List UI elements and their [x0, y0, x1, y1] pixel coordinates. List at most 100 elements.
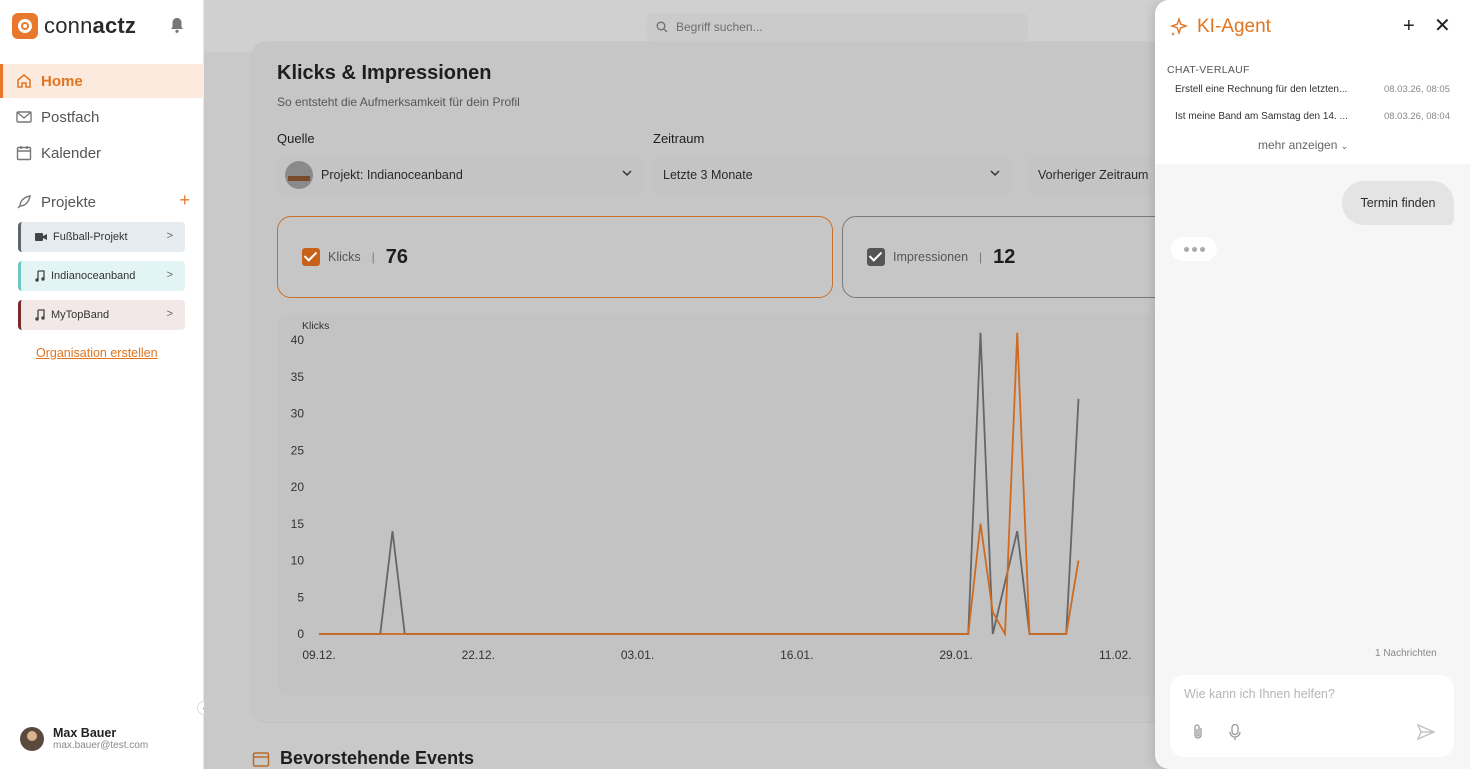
message-count: 1 Nachrichten: [1375, 648, 1437, 659]
chevron-right-icon: >: [166, 269, 173, 281]
music-note-icon: [35, 309, 45, 321]
x-tick-label: 11.02.: [1099, 648, 1131, 662]
project-label: Indianoceanband: [51, 270, 136, 282]
nav-item-postfach[interactable]: Postfach: [0, 100, 204, 134]
panel-header: KI-Agent + ✕ CHAT-VERLAUF Erstell eine R…: [1155, 0, 1470, 164]
create-organisation-link[interactable]: Organisation erstellen: [36, 346, 158, 360]
message-input[interactable]: [1184, 687, 1434, 701]
typing-indicator: [1171, 237, 1217, 261]
history-item[interactable]: Erstell eine Rechnung für den letzten...…: [1175, 84, 1450, 100]
x-tick-label: 03.01.: [621, 648, 654, 662]
add-project-button[interactable]: +: [179, 190, 190, 210]
bell-icon[interactable]: [168, 16, 186, 34]
x-tick-label: 16.01.: [780, 648, 813, 662]
nav-item-label: Home: [41, 72, 83, 90]
project-item-fussball[interactable]: Fußball-Projekt >: [18, 222, 185, 252]
series-line-1: [319, 332, 1080, 638]
close-icon[interactable]: ✕: [1434, 15, 1451, 37]
project-thumbnail: [285, 161, 313, 189]
period-value: Letzte 3 Monate: [663, 168, 753, 182]
projects-header: Projekte +: [15, 190, 190, 212]
nav-item-label: Kalender: [41, 144, 102, 162]
user-message-bubble: Termin finden: [1342, 181, 1454, 225]
logo-text: connactz: [44, 13, 137, 38]
events-header: Bevorstehende Events: [252, 748, 474, 769]
chart-container: Klicks 0 5 10 15 20 25 30 35 40 09.12. 22.12. 03.01.…: [278, 315, 1268, 695]
search-icon: [656, 21, 668, 33]
metric-card-klicks[interactable]: Klicks | 76: [277, 216, 833, 298]
panel-title-text: KI-Agent: [1197, 16, 1271, 37]
new-chat-button[interactable]: +: [1403, 15, 1415, 37]
calendar-icon: [16, 146, 32, 161]
impressionen-checkbox[interactable]: [867, 248, 885, 266]
message-composer: [1170, 675, 1454, 757]
ai-agent-panel: KI-Agent + ✕ CHAT-VERLAUF Erstell eine R…: [1155, 0, 1470, 769]
y-tick-label: 35: [291, 370, 305, 384]
series-line-0: [319, 332, 1080, 635]
attach-icon[interactable]: [1190, 723, 1206, 741]
nav-item-kalender[interactable]: Kalender: [0, 136, 204, 170]
section-title: Klicks & Impressionen: [277, 62, 492, 84]
show-more-button[interactable]: mehr anzeigen ⌄: [1258, 138, 1349, 152]
music-note-icon: [35, 270, 45, 282]
events-title: Bevorstehende Events: [280, 748, 475, 768]
section-subtitle: So entsteht die Aufmerksamkeit für dein …: [277, 95, 520, 109]
video-icon: [35, 233, 47, 241]
history-item[interactable]: Ist meine Band am Samstag den 14. ... 08…: [1175, 111, 1450, 127]
user-email: max.bauer@test.com: [53, 740, 149, 751]
metric-card-impressionen[interactable]: Impressionen | 12: [842, 216, 1242, 298]
x-tick-label: 29.01.: [939, 648, 972, 662]
y-tick-label: 30: [291, 407, 305, 421]
search-bar[interactable]: Begriff suchen...: [646, 13, 1028, 41]
chevron-right-icon: >: [166, 230, 173, 242]
mail-icon: [16, 111, 32, 123]
klicks-checkbox[interactable]: [302, 248, 320, 266]
chevron-right-icon: >: [166, 308, 173, 320]
source-select[interactable]: Projekt: Indianoceanband: [277, 156, 643, 194]
calendar-icon: [252, 751, 270, 767]
user-name: Max Bauer: [53, 726, 117, 740]
history-item-date: 08.03.26, 08:05: [1383, 84, 1450, 95]
y-tick-label: 5: [297, 590, 304, 604]
microphone-icon[interactable]: [1227, 723, 1243, 741]
search-placeholder: Begriff suchen...: [676, 20, 763, 34]
period-label: Zeitraum: [653, 131, 705, 146]
y-axis-label: Klicks: [302, 320, 329, 332]
send-icon[interactable]: [1416, 723, 1436, 741]
y-tick-label: 20: [291, 480, 305, 494]
period-select[interactable]: Letzte 3 Monate: [653, 156, 1011, 194]
y-tick-label: 15: [291, 517, 305, 531]
project-label: Fußball-Projekt: [53, 231, 128, 243]
logo-icon: [12, 13, 38, 39]
y-tick-label: 0: [297, 627, 304, 641]
y-tick-label: 40: [291, 333, 305, 347]
logo[interactable]: connactz: [12, 13, 136, 39]
project-item-indianoceanband[interactable]: Indianoceanband >: [18, 261, 185, 291]
y-tick-label: 25: [291, 443, 305, 457]
project-label: MyTopBand: [51, 309, 110, 321]
metric-label: Klicks: [328, 250, 361, 264]
source-label: Quelle: [277, 131, 315, 146]
sidebar: connactz Home Postfach Kalender Projekte…: [0, 0, 211, 769]
project-item-mytopband[interactable]: MyTopBand >: [18, 300, 185, 330]
nav-item-home[interactable]: Home: [0, 64, 204, 98]
compare-value: Vorheriger Zeitraum: [1038, 168, 1149, 182]
sparkles-icon: [1169, 17, 1189, 36]
history-heading: CHAT-VERLAUF: [1167, 64, 1250, 76]
avatar: [20, 726, 44, 751]
metric-separator: |: [371, 250, 375, 264]
rocket-icon: [17, 195, 31, 209]
history-item-text: Ist meine Band am Samstag den 14. ...: [1175, 111, 1348, 122]
y-tick-label: 10: [291, 554, 305, 568]
nav-item-label: Postfach: [41, 108, 100, 126]
x-tick-label: 09.12.: [302, 648, 335, 662]
user-profile[interactable]: Max Bauer max.bauer@test.com: [20, 726, 148, 751]
x-tick-label: 22.12.: [462, 648, 495, 662]
chevron-down-icon: ⌄: [1340, 141, 1349, 151]
history-item-date: 08.03.26, 08:04: [1383, 111, 1450, 122]
source-value: Projekt: Indianoceanband: [321, 168, 463, 182]
chevron-down-icon: [990, 170, 1000, 177]
metric-label: Impressionen: [893, 250, 969, 264]
home-icon: [17, 74, 31, 88]
metric-separator: |: [979, 250, 983, 264]
